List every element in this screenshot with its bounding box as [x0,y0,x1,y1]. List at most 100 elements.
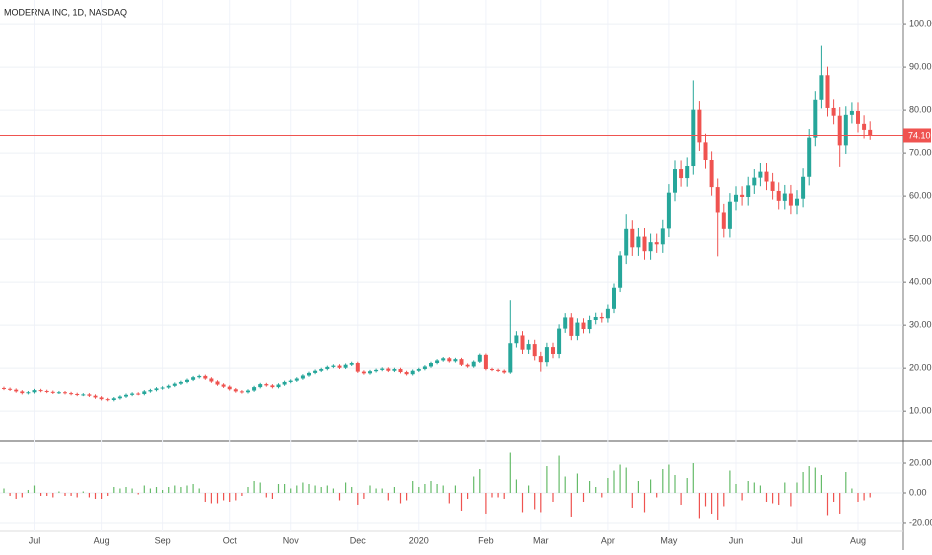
indicator-bar [540,492,542,513]
indicator-bar [216,492,219,504]
indicator-bar [277,484,280,493]
candle-body [666,192,671,229]
indicator-bar [772,492,774,504]
x-tick-label: Aug [850,535,866,545]
candle-body [203,375,208,379]
candle-body [20,391,25,394]
candle-body [386,368,391,371]
candle-body [673,169,677,193]
indicator-bar [229,492,231,502]
candle-body [514,335,519,344]
x-tick-label: Feb [478,535,494,545]
candle-body [776,190,781,201]
candle-body [105,399,110,401]
indicator-bar [143,485,145,493]
indicator-bar [198,488,200,493]
indicator-bar [863,492,865,501]
candle-body [538,356,543,363]
x-tick-label: Aug [94,535,110,545]
candle-body [782,193,787,201]
indicator-bar [570,492,572,517]
candle-body [172,383,177,386]
candle-body [849,110,854,115]
x-tick-label: Jul [791,535,803,545]
candle-body [154,388,159,391]
candle-body [361,371,366,374]
indicator-bar [747,481,749,493]
candle-body [721,212,726,229]
indicator-bar [759,485,761,493]
x-tick-label: Jul [29,535,41,545]
candle-body [246,390,250,393]
candle-body [75,393,80,395]
y-tick-label: 70.00 [909,147,932,157]
indicator-bar [503,492,505,499]
indicator-bar [668,464,670,493]
x-tick-label: Sep [155,535,171,545]
candle-body [490,369,494,371]
candle-body [544,347,549,363]
indicator-bar [576,473,578,493]
candle-body [14,389,19,392]
indicator-bar [406,492,408,501]
x-tick-label: Dec [350,535,367,545]
indicator-bar [454,485,456,493]
indicator-bar [9,492,11,496]
indicator-bar [595,486,597,493]
candle-body [575,322,580,336]
indicator-bar [82,491,84,493]
candle-body [441,358,446,361]
indicator-bar [357,492,359,505]
indicator-bar [265,492,267,498]
candle-body [32,390,37,393]
candle-body [221,384,226,387]
candle-body [191,377,196,380]
indicator-bar [625,467,627,493]
indicator-bar [826,492,829,516]
indicator-bar [210,492,212,504]
indicator-bar [94,492,97,499]
indicator-bar [808,466,810,493]
indicator-bar [778,492,780,505]
indicator-bar [650,479,652,493]
indicator-bar [656,492,658,498]
y-tick-label: 10.00 [909,406,932,416]
candle-body [758,171,763,178]
candle-body [117,396,122,399]
candle-body [831,107,836,116]
indicator-bar [296,485,298,493]
y-tick-label: 40.00 [909,277,932,287]
x-tick-label: Nov [283,535,300,545]
candle-body [233,389,238,392]
candle-body [307,372,311,376]
y-tick-label: 100.00 [909,18,932,28]
candle-body [93,395,98,398]
chart-title: MODERNA INC, 1D, NASDAQ [4,7,127,17]
candle-body [642,236,647,252]
y-tick-label: 50.00 [909,234,932,244]
indicator-bar [802,472,804,493]
candle-body [508,343,513,373]
candle-body [593,316,598,320]
indicator-bar [399,492,402,504]
indicator-bar [424,484,426,493]
candle-body [471,361,476,367]
candle-body [795,198,799,206]
indicator-bar [607,478,609,493]
candle-body [581,322,586,330]
indicator-bar [125,486,127,493]
indicator-bar [241,492,243,496]
indicator-bar [137,492,139,495]
indicator-bar [723,492,725,507]
candle-body [148,390,153,392]
indicator-bar [3,488,5,493]
indicator-bar [442,485,444,493]
candle-body [2,387,6,389]
candle-body [209,378,214,382]
candle-body [81,394,86,396]
indicator-bar [765,492,768,502]
candle-body [709,160,714,188]
candle-body [142,391,147,394]
